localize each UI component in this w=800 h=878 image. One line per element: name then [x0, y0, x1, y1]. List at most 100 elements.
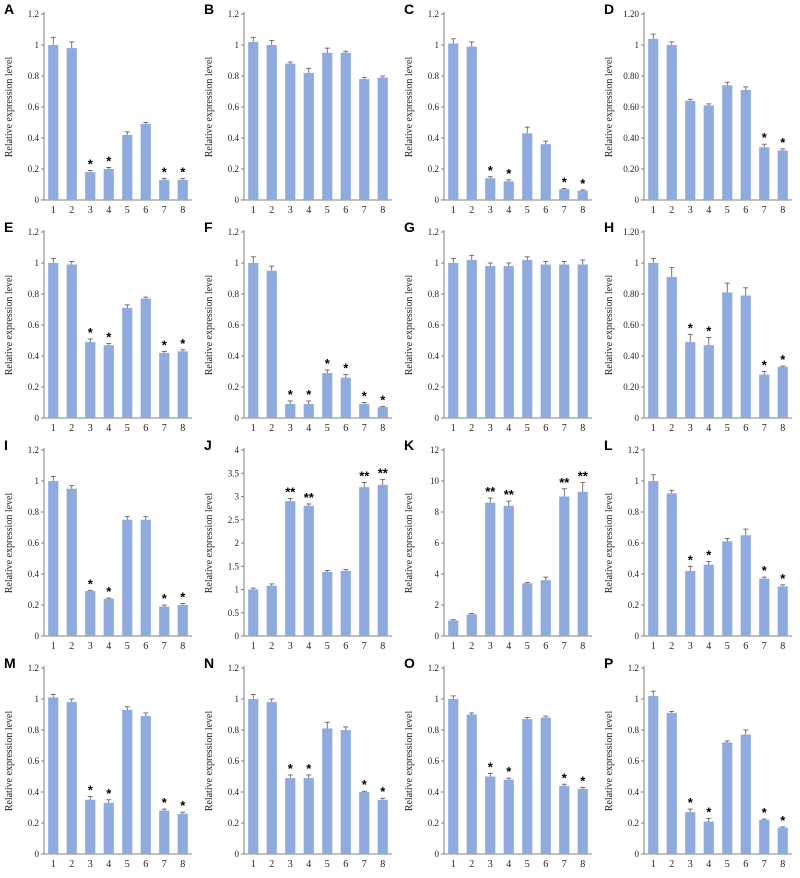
x-tick-label: 6 [143, 423, 148, 434]
bar [577, 788, 588, 854]
bar [448, 43, 459, 201]
significance-marker: ** [304, 490, 315, 505]
x-tick-label: 4 [506, 859, 511, 870]
bar [322, 373, 333, 418]
bar [740, 734, 751, 854]
x-tick-label: 1 [251, 205, 256, 216]
bar [285, 404, 296, 418]
y-tick-label: 6 [435, 538, 440, 548]
panel-label: K [404, 437, 414, 453]
x-tick-label: 3 [488, 859, 493, 870]
y-tick-label: 2 [235, 538, 240, 548]
significance-marker: * [362, 389, 368, 404]
bar [266, 702, 277, 854]
chart-panel-l: L Relative expression level 0 0.2 0.4 0.6 0.8 1… [604, 437, 792, 652]
significance-marker: * [288, 387, 294, 402]
y-tick-label: 0.60 [623, 320, 639, 330]
bar [648, 38, 659, 200]
bar [503, 505, 514, 636]
y-tick-label: 1.20 [623, 227, 639, 237]
bar [722, 541, 733, 636]
x-tick-label: 3 [288, 641, 293, 652]
y-tick-label: 0.4 [628, 787, 640, 797]
x-tick-label: 7 [162, 641, 167, 652]
y-axis-label: Relative expression level [204, 711, 215, 812]
y-tick-label: 0.6 [628, 538, 640, 548]
x-tick-label: 2 [69, 423, 74, 434]
y-tick-label: 0.8 [28, 71, 40, 81]
panel-label: O [404, 655, 415, 671]
bar [85, 591, 96, 636]
x-tick-label: 5 [725, 641, 730, 652]
x-tick-label: 3 [688, 205, 693, 216]
y-tick-label: 0.2 [628, 818, 639, 828]
bar [285, 778, 296, 854]
y-tick-label: 0.4 [28, 133, 40, 143]
y-tick-label: 1.2 [28, 9, 39, 19]
x-tick-label: 8 [380, 641, 385, 652]
bar [577, 491, 588, 636]
y-tick-label: 0.8 [28, 507, 40, 517]
bar [485, 266, 496, 418]
bar [248, 41, 259, 201]
y-tick-label: 0.4 [428, 133, 440, 143]
x-tick-label: 8 [780, 641, 785, 652]
y-axis-label: Relative expression level [4, 493, 15, 594]
bar [48, 481, 59, 636]
significance-marker: * [762, 130, 768, 145]
x-tick-label: 3 [488, 641, 493, 652]
significance-marker: * [180, 336, 186, 351]
bar [377, 77, 388, 200]
bar [177, 351, 188, 418]
x-tick-label: 7 [362, 205, 367, 216]
bar [66, 264, 77, 418]
y-tick-label: 1.2 [228, 9, 239, 19]
y-tick-label: 0 [435, 195, 440, 205]
significance-marker: * [180, 798, 186, 813]
x-tick-label: 8 [580, 423, 585, 434]
y-tick-label: 1.20 [623, 9, 639, 19]
bar [285, 63, 296, 200]
x-tick-label: 6 [743, 423, 748, 434]
x-tick-label: 6 [543, 859, 548, 870]
y-axis-label: Relative expression level [404, 275, 415, 376]
bar [666, 493, 677, 636]
bar [503, 181, 514, 200]
y-tick-label: 0 [435, 631, 440, 641]
y-tick-label: 0.2 [228, 382, 239, 392]
x-tick-label: 5 [525, 205, 530, 216]
x-tick-label: 2 [269, 423, 274, 434]
bar [177, 813, 188, 854]
x-tick-label: 5 [725, 205, 730, 216]
y-tick-label: 1 [235, 40, 240, 50]
x-tick-label: 3 [288, 205, 293, 216]
y-axis-label: Relative expression level [4, 711, 15, 812]
bar [666, 712, 677, 854]
x-tick-label: 7 [562, 205, 567, 216]
chart-panel-c: C Relative expression level 0 0.2 0.4 0.6 0.8 1… [404, 1, 592, 216]
significance-marker: * [362, 777, 368, 792]
y-tick-label: 0.4 [428, 351, 440, 361]
y-axis-label: Relative expression level [204, 275, 215, 376]
bar [140, 298, 151, 418]
y-tick-label: 0.2 [28, 382, 39, 392]
significance-marker: * [343, 361, 349, 376]
x-tick-label: 8 [580, 641, 585, 652]
x-tick-label: 7 [562, 423, 567, 434]
y-axis-label: Relative expression level [404, 493, 415, 594]
bar [122, 519, 133, 636]
bar [322, 728, 333, 854]
x-tick-label: 7 [562, 859, 567, 870]
chart-panel-d: D Relative expression level 0 0.20 0.40 0.60 0… [604, 1, 792, 216]
bar [322, 52, 333, 200]
panel-label: D [604, 1, 614, 17]
bar [448, 620, 459, 636]
bar [559, 264, 570, 418]
bar [648, 695, 659, 854]
y-axis-label: Relative expression level [604, 711, 615, 812]
x-tick-label: 2 [669, 205, 674, 216]
y-tick-label: 1 [435, 694, 440, 704]
x-tick-label: 6 [543, 641, 548, 652]
significance-marker: * [562, 770, 568, 785]
y-tick-label: 0.2 [28, 818, 39, 828]
